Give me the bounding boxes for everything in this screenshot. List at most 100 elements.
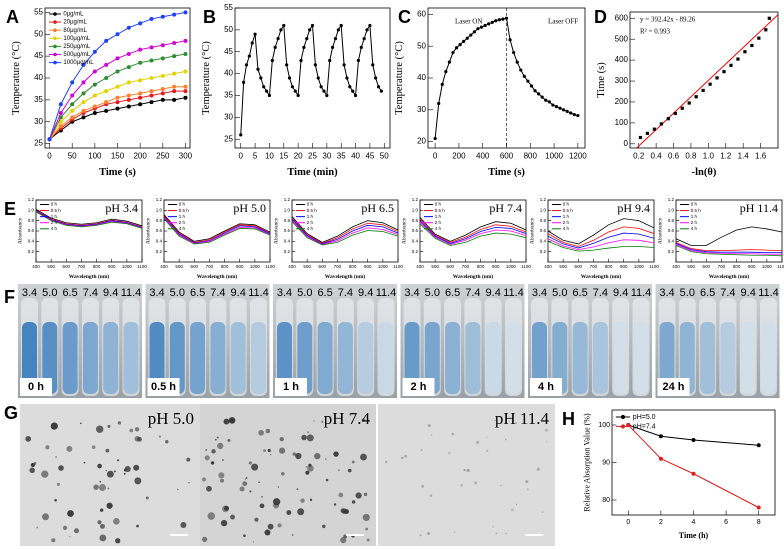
particle <box>113 470 116 473</box>
vial-ph-label: 9.4 <box>103 287 118 299</box>
series-line <box>49 70 186 140</box>
time-label: 2 h <box>411 381 427 393</box>
particle <box>205 448 208 451</box>
particle <box>429 494 433 497</box>
time-label-box <box>20 378 52 396</box>
particle <box>134 477 142 485</box>
particle <box>525 480 529 484</box>
vial-ph-label: 9.4 <box>741 287 756 299</box>
data-point <box>576 113 580 118</box>
y-tick-label: 40 <box>34 73 43 82</box>
plot-area <box>36 208 142 229</box>
legend-label: 0 h <box>179 202 186 207</box>
series-line <box>548 218 654 245</box>
data-point <box>308 28 312 32</box>
legend-label: 1 h <box>179 214 186 219</box>
y-tick-label: 50 <box>34 29 43 38</box>
data-point <box>736 57 740 61</box>
x-tick-label: 700 <box>718 264 726 269</box>
data-point <box>138 95 143 100</box>
x-tick-label: 0.6 <box>668 151 680 160</box>
x-tick-label: 250 <box>156 151 170 160</box>
data-point <box>115 69 120 74</box>
y-axis-label: Temperature (°C) <box>11 41 22 115</box>
series-line <box>240 23 382 135</box>
data-point <box>253 32 257 36</box>
data-point <box>494 19 498 23</box>
data-point <box>172 12 177 17</box>
particle <box>270 454 272 456</box>
vial-ph-label: 3.4 <box>277 287 292 299</box>
x-tick-label: 40 <box>351 151 360 160</box>
data-point <box>305 37 309 41</box>
x-tick-label: 0.4 <box>651 151 663 160</box>
x-tick-label: 1.6 <box>755 151 767 160</box>
particle <box>545 440 548 443</box>
vial-liquid <box>378 322 394 394</box>
data-point <box>115 95 120 100</box>
particle <box>258 481 260 484</box>
plot-area <box>548 218 654 252</box>
y-axis-label: Absorbance <box>529 217 535 244</box>
legend-label: 2 h <box>179 220 186 225</box>
y-axis-label: Absorbance <box>401 217 407 244</box>
data-point <box>345 76 349 80</box>
vial-liquid <box>552 322 568 394</box>
particle <box>98 484 106 491</box>
data-point <box>172 97 177 102</box>
y-axis-label: Absorbance <box>17 217 23 244</box>
series-line <box>548 238 654 251</box>
legend-label: 500μg/mL <box>63 52 90 58</box>
chart-10: 80 90 100 0 2 4 6 8 Time (h) Relative Absorption … <box>562 409 776 540</box>
data-point <box>302 45 306 49</box>
x-tick-label: 20 <box>294 151 303 160</box>
particle <box>249 490 252 493</box>
data-point <box>58 111 63 115</box>
time-label: 1 h <box>283 381 299 393</box>
y-tick-label: 1.0 <box>284 208 291 213</box>
legend-label: 1 h <box>51 214 58 219</box>
data-point <box>290 85 295 89</box>
data-point <box>336 28 340 32</box>
data-point <box>104 100 109 105</box>
legend-marker <box>620 424 626 429</box>
x-axis-label: Time (s) <box>99 167 136 178</box>
plot-area <box>164 214 270 245</box>
data-point <box>313 63 317 67</box>
y-tick-label: 0.2 <box>284 249 291 254</box>
data-point <box>319 85 323 89</box>
legend-marker <box>53 36 57 41</box>
vial-liquid <box>572 322 588 394</box>
y-tick-label: 1.2 <box>540 197 547 202</box>
chart-title: pH 6.5 <box>361 201 394 215</box>
data-point <box>115 84 120 89</box>
particle <box>322 524 326 529</box>
data-point <box>479 25 484 29</box>
y-tick-label: 80 <box>602 497 610 504</box>
data-point <box>70 80 75 85</box>
particle <box>486 436 488 439</box>
vial-liquid <box>592 322 608 394</box>
y-tick-label: 0.4 <box>156 239 163 244</box>
data-point <box>239 133 243 137</box>
particle <box>301 434 307 441</box>
data-point <box>104 89 109 94</box>
data-point <box>680 106 684 110</box>
x-tick-label: 1100 <box>393 264 403 269</box>
legend-label: 4 h <box>435 226 442 231</box>
particle <box>56 482 61 486</box>
vial-ph-label: 9.4 <box>231 287 246 299</box>
data-point <box>183 51 188 56</box>
series-line <box>420 218 526 243</box>
legend-marker <box>53 60 57 65</box>
data-point <box>172 84 177 89</box>
x-tick-label: 400 <box>416 264 424 269</box>
y-tick-label: 0.4 <box>540 239 547 244</box>
vial-liquid <box>720 322 736 394</box>
vial-ph-label: 11.4 <box>631 287 652 299</box>
vial-ph-label: 6.5 <box>317 287 332 299</box>
series-line <box>292 220 398 245</box>
x-tick-label: 700 <box>78 264 86 269</box>
vial-liquid <box>62 322 78 394</box>
chart-7: 0.2 0.4 0.6 0.8 1.0 1.2 400 500 600 700 800 900 1000… <box>401 197 531 280</box>
